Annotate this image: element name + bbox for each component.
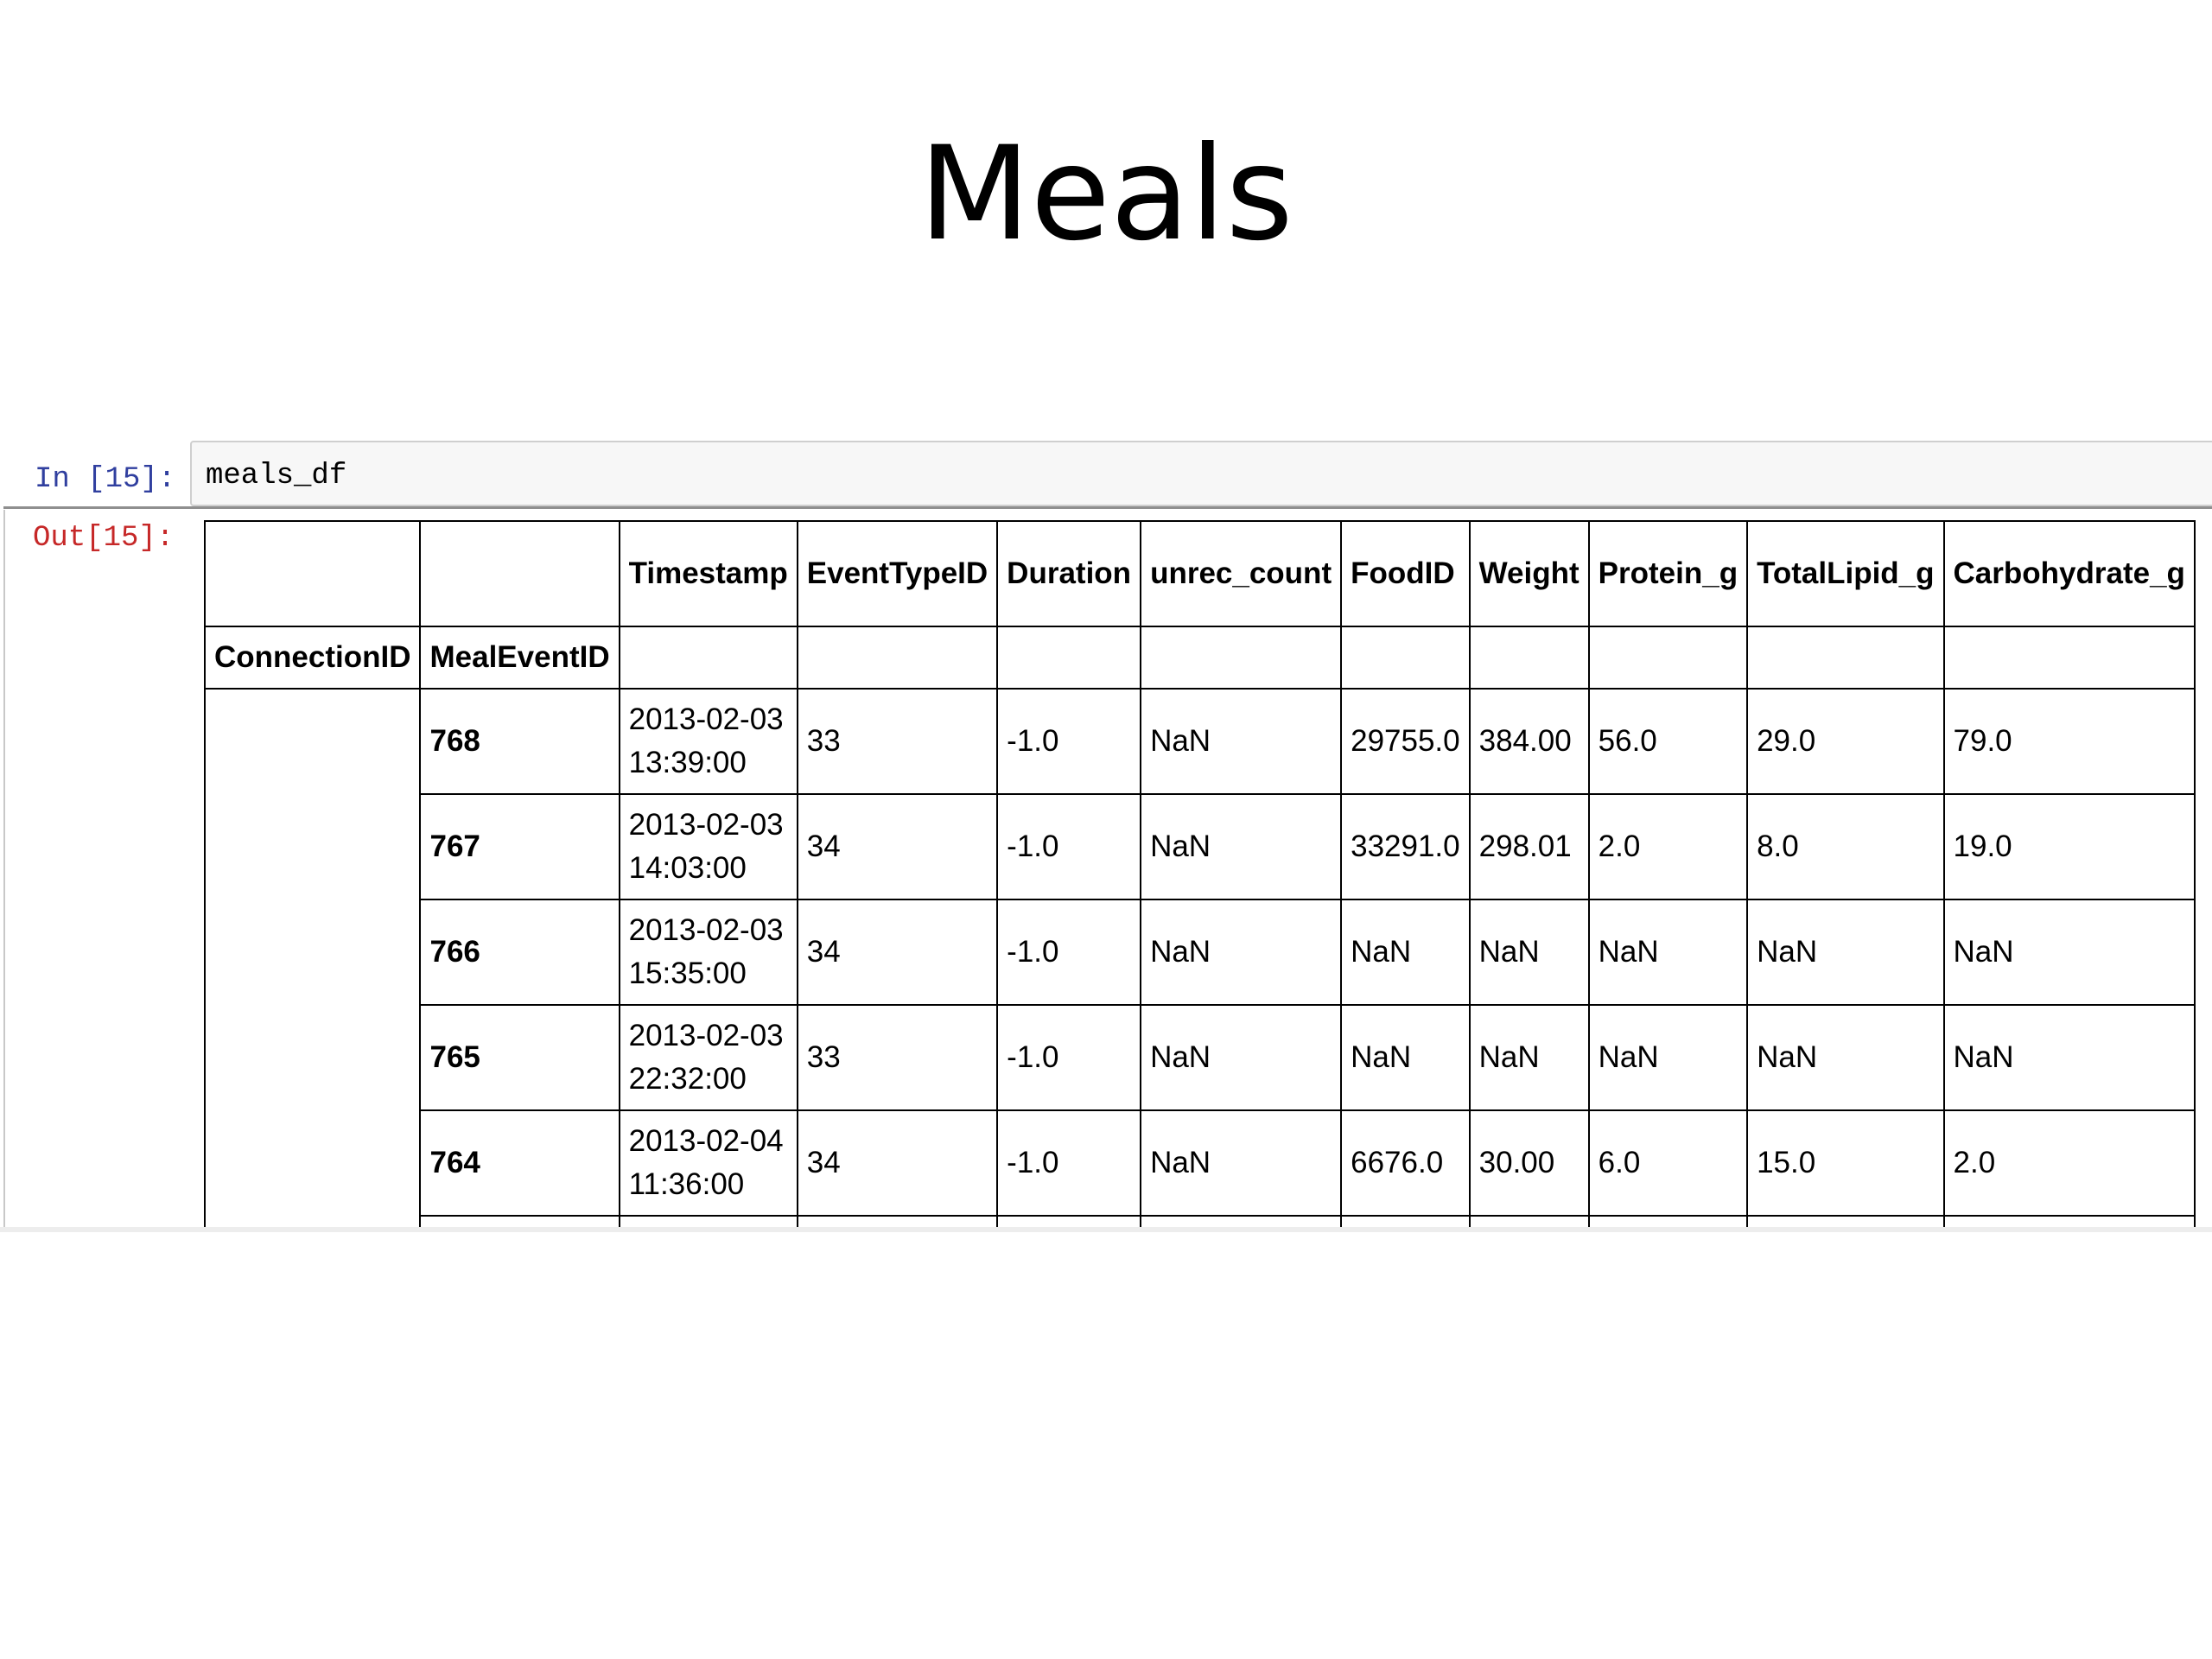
- table-cell: NaN: [1587, 1004, 1749, 1111]
- column-header: Weight: [1468, 520, 1590, 627]
- column-header: unrec_count: [1140, 520, 1343, 627]
- table-cell: 29.0: [1746, 688, 1945, 795]
- timestamp-cell: 2013-02-04 11:36:00: [618, 1109, 798, 1217]
- input-prompt: In [15]:: [35, 463, 176, 496]
- column-header: Timestamp: [618, 520, 798, 627]
- column-header-row: Timestamp EventTypeID Duration unrec_cou…: [203, 520, 2196, 627]
- table-cell: NaN: [1140, 793, 1343, 900]
- table-cell: 33: [796, 1004, 999, 1111]
- empty-cell: [796, 626, 999, 690]
- timestamp-date: 2013-02-03: [628, 808, 784, 842]
- table-row: 765 2013-02-03 22:32:00 33 -1.0 NaN NaN N…: [205, 1004, 2196, 1111]
- table-row: 767 2013-02-03 14:03:00 34 -1.0 NaN 33291…: [205, 793, 2196, 900]
- empty-cell: [996, 626, 1142, 690]
- column-header: FoodID: [1340, 520, 1471, 627]
- dataframe-table: Timestamp EventTypeID Duration unrec_cou…: [203, 520, 2196, 1232]
- table-cell: -1.0: [996, 793, 1142, 900]
- table-cell: NaN: [1468, 899, 1590, 1006]
- table-cell: NaN: [1340, 899, 1471, 1006]
- table-cell: 33291.0: [1340, 793, 1471, 900]
- slide-title: Meals: [918, 119, 1294, 270]
- table-cell: NaN: [1942, 899, 2196, 1006]
- column-header: TotalLipid_g: [1746, 520, 1945, 627]
- column-header: Protein_g: [1587, 520, 1749, 627]
- table-cell: 6.0: [1587, 1109, 1749, 1217]
- cell-divider: [3, 506, 2212, 509]
- table-cell: NaN: [1468, 1004, 1590, 1111]
- table-cell: 15.0: [1746, 1109, 1945, 1217]
- table-cell: 2.0: [1587, 793, 1749, 900]
- timestamp-time: 22:32:00: [628, 1062, 747, 1096]
- table-cell: 30.00: [1468, 1109, 1590, 1217]
- empty-cell: [1942, 626, 2196, 690]
- table-cell: 8.0: [1746, 793, 1945, 900]
- timestamp-time: 15:35:00: [628, 957, 747, 990]
- meal-event-id: 764: [419, 1109, 620, 1217]
- code-text[interactable]: meals_df: [206, 460, 347, 493]
- output-bottom-edge: [0, 1227, 2212, 1232]
- table-cell: -1.0: [996, 1109, 1142, 1217]
- table-cell: 298.01: [1468, 793, 1590, 900]
- index-header-row: ConnectionID MealEventID: [203, 626, 2196, 690]
- table-row: 768 2013-02-03 13:39:00 33 -1.0 NaN 29755…: [203, 688, 2196, 1232]
- timestamp-date: 2013-02-03: [628, 702, 784, 736]
- empty-cell: [618, 626, 798, 690]
- table-cell: NaN: [1140, 1109, 1343, 1217]
- blank-header-cell: [203, 520, 422, 627]
- table-cell: 79.0: [1942, 688, 2196, 795]
- table-cell: NaN: [1140, 1004, 1343, 1111]
- empty-cell: [1587, 626, 1749, 690]
- table-cell: NaN: [1746, 1004, 1945, 1111]
- table-cell: NaN: [1140, 688, 1343, 795]
- output-prompt: Out[15]:: [33, 522, 175, 555]
- table-row: 766 2013-02-03 15:35:00 34 -1.0 NaN NaN N…: [205, 899, 2196, 1006]
- timestamp-date: 2013-02-03: [628, 1019, 784, 1052]
- table-cell: -1.0: [996, 688, 1142, 795]
- index-name-header: ConnectionID: [203, 626, 422, 690]
- table-cell: NaN: [1746, 899, 1945, 1006]
- table-cell: 34: [796, 793, 999, 900]
- table-cell: NaN: [1587, 899, 1749, 1006]
- timestamp-date: 2013-02-04: [628, 1124, 784, 1158]
- table-cell: 34: [796, 899, 999, 1006]
- table-cell: 19.0: [1942, 793, 2196, 900]
- meal-event-id: 767: [419, 793, 620, 900]
- connection-id-group-cell: [203, 688, 422, 1232]
- meal-event-id: 768: [419, 688, 620, 795]
- table-cell: -1.0: [996, 899, 1142, 1006]
- timestamp-time: 11:36:00: [628, 1167, 745, 1201]
- table-cell: 384.00: [1468, 688, 1590, 795]
- table-cell: 34: [796, 1109, 999, 1217]
- empty-cell: [1746, 626, 1945, 690]
- table-row: 764 2013-02-04 11:36:00 34 -1.0 NaN 6676.…: [205, 1109, 2196, 1217]
- timestamp-date: 2013-02-03: [628, 913, 784, 947]
- table-cell: 29755.0: [1340, 688, 1471, 795]
- table-cell: -1.0: [996, 1004, 1142, 1111]
- empty-cell: [1340, 626, 1471, 690]
- column-header: EventTypeID: [796, 520, 999, 627]
- table-cell: NaN: [1340, 1004, 1471, 1111]
- table-cell: 2.0: [1942, 1109, 2196, 1217]
- table-cell: NaN: [1140, 899, 1343, 1006]
- timestamp-cell: 2013-02-03 13:39:00: [618, 688, 798, 795]
- timestamp-cell: 2013-02-03 22:32:00: [618, 1004, 798, 1111]
- table-cell: 33: [796, 688, 999, 795]
- empty-cell: [1468, 626, 1590, 690]
- empty-cell: [1140, 626, 1343, 690]
- meal-event-id: 766: [419, 899, 620, 1006]
- column-header: Duration: [996, 520, 1142, 627]
- timestamp-time: 14:03:00: [628, 851, 747, 885]
- notebook-cell: In [15]: meals_df Out[15]: Timestamp Eve…: [0, 437, 2212, 1232]
- table-cell: 6676.0: [1340, 1109, 1471, 1217]
- table-cell: 56.0: [1587, 688, 1749, 795]
- timestamp-cell: 2013-02-03 15:35:00: [618, 899, 798, 1006]
- blank-header-cell: [419, 520, 620, 627]
- table-cell: NaN: [1942, 1004, 2196, 1111]
- timestamp-time: 13:39:00: [628, 746, 747, 779]
- meal-event-id: 765: [419, 1004, 620, 1111]
- code-input-area[interactable]: meals_df: [190, 441, 2212, 506]
- timestamp-cell: 2013-02-03 14:03:00: [618, 793, 798, 900]
- column-header: Carbohydrate_g: [1942, 520, 2196, 627]
- index-name-header: MealEventID: [419, 626, 620, 690]
